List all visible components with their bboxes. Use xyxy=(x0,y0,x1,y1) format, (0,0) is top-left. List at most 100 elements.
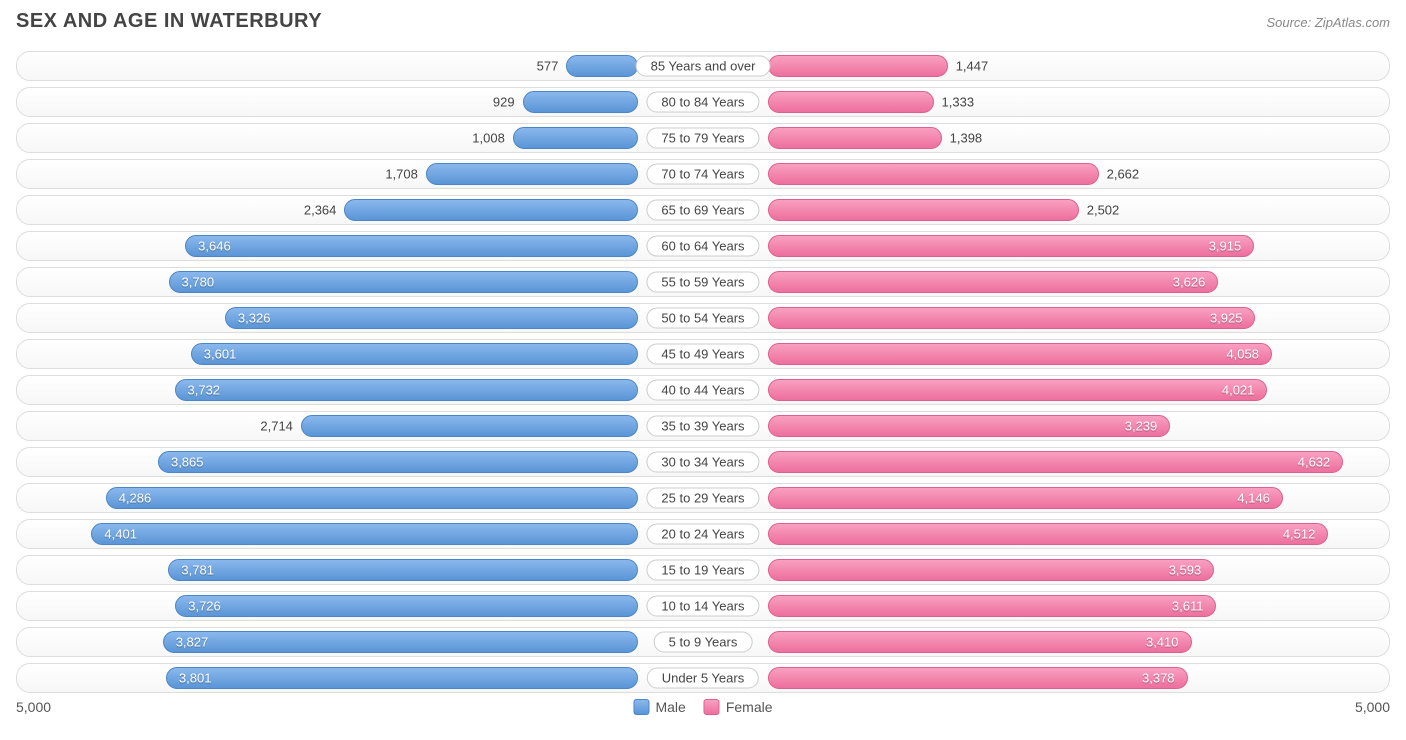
age-group-label: 25 to 29 Years xyxy=(646,488,759,509)
male-swatch-icon xyxy=(633,699,649,715)
pyramid-row: 4,286 4,146 25 to 29 Years xyxy=(16,483,1390,513)
male-value-label: 2,364 xyxy=(298,203,343,218)
male-value-label: 3,326 xyxy=(232,311,277,326)
legend-female-label: Female xyxy=(726,699,773,715)
pyramid-row: 3,726 3,611 10 to 14 Years xyxy=(16,591,1390,621)
male-bar xyxy=(513,127,638,149)
female-value-label: 3,593 xyxy=(1163,563,1208,578)
male-bar xyxy=(426,163,638,185)
age-group-label: 50 to 54 Years xyxy=(646,308,759,329)
male-bar: 3,865 xyxy=(158,451,638,473)
female-bar: 4,021 xyxy=(768,379,1267,401)
pyramid-row: 929 1,333 80 to 84 Years xyxy=(16,87,1390,117)
male-bar: 3,326 xyxy=(225,307,638,329)
female-swatch-icon xyxy=(704,699,720,715)
female-value-label: 4,058 xyxy=(1220,347,1265,362)
male-value-label: 2,714 xyxy=(254,419,299,434)
female-bar: 4,058 xyxy=(768,343,1272,365)
female-value-label: 3,925 xyxy=(1204,311,1249,326)
male-value-label: 4,286 xyxy=(113,491,158,506)
male-bar: 4,401 xyxy=(91,523,638,545)
age-group-label: 40 to 44 Years xyxy=(646,380,759,401)
pyramid-row: 3,8013,378Under 5 Years xyxy=(16,663,1390,693)
female-value-label: 4,632 xyxy=(1292,455,1337,470)
female-value-label: 3,626 xyxy=(1167,275,1212,290)
male-value-label: 1,008 xyxy=(466,131,511,146)
chart-footer: 5,000 Male Female 5,000 xyxy=(16,699,1390,715)
male-value-label: 3,827 xyxy=(170,635,215,650)
chart-source: Source: ZipAtlas.com xyxy=(1266,15,1390,30)
pyramid-row: 3,827 3,410 5 to 9 Years xyxy=(16,627,1390,657)
female-bar: 3,378 xyxy=(768,667,1188,689)
pyramid-row: 2,714 3,239 35 to 39 Years xyxy=(16,411,1390,441)
female-bar: 3,611 xyxy=(768,595,1216,617)
pyramid-row: 3,780 3,626 55 to 59 Years xyxy=(16,267,1390,297)
age-group-label: 75 to 79 Years xyxy=(646,128,759,149)
age-group-label: 45 to 49 Years xyxy=(646,344,759,365)
female-bar: 3,239 xyxy=(768,415,1170,437)
male-value-label: 3,801 xyxy=(173,671,218,686)
pyramid-row: 3,601 4,058 45 to 49 Years xyxy=(16,339,1390,369)
age-group-label: 70 to 74 Years xyxy=(646,164,759,185)
age-group-label: 15 to 19 Years xyxy=(646,560,759,581)
pyramid-row: 4,4014,51220 to 24 Years xyxy=(16,519,1390,549)
female-value-label: 1,398 xyxy=(944,131,989,146)
male-value-label: 3,726 xyxy=(182,599,227,614)
age-group-label: 35 to 39 Years xyxy=(646,416,759,437)
male-bar: 4,286 xyxy=(106,487,638,509)
pyramid-row: 3,781 3,593 15 to 19 Years xyxy=(16,555,1390,585)
legend-female: Female xyxy=(704,699,773,715)
female-bar: 3,410 xyxy=(768,631,1192,653)
female-bar: 4,512 xyxy=(768,523,1328,545)
male-bar xyxy=(301,415,638,437)
male-bar: 3,780 xyxy=(169,271,638,293)
male-bar: 3,726 xyxy=(175,595,638,617)
male-bar xyxy=(523,91,638,113)
female-value-label: 1,333 xyxy=(936,95,981,110)
female-value-label: 4,146 xyxy=(1231,491,1276,506)
male-bar: 3,781 xyxy=(168,559,638,581)
female-bar: 3,925 xyxy=(768,307,1255,329)
legend-male-label: Male xyxy=(655,699,685,715)
female-bar: 3,593 xyxy=(768,559,1214,581)
male-bar: 3,646 xyxy=(185,235,638,257)
pyramid-row: 1,008 1,398 75 to 79 Years xyxy=(16,123,1390,153)
age-group-label: 55 to 59 Years xyxy=(646,272,759,293)
female-bar: 4,146 xyxy=(768,487,1283,509)
male-value-label: 1,708 xyxy=(379,167,424,182)
chart-header: SEX AND AGE IN WATERBURY Source: ZipAtla… xyxy=(16,10,1390,33)
chart-legend: Male Female xyxy=(633,699,772,715)
age-group-label: 80 to 84 Years xyxy=(646,92,759,113)
female-value-label: 2,662 xyxy=(1101,167,1146,182)
age-group-label: 5 to 9 Years xyxy=(654,632,753,653)
male-value-label: 3,865 xyxy=(165,455,210,470)
legend-male: Male xyxy=(633,699,685,715)
male-value-label: 929 xyxy=(487,95,521,110)
female-bar xyxy=(768,163,1099,185)
female-value-label: 4,021 xyxy=(1216,383,1261,398)
age-group-label: 30 to 34 Years xyxy=(646,452,759,473)
age-group-label: 10 to 14 Years xyxy=(646,596,759,617)
male-bar xyxy=(566,55,638,77)
pyramid-row: 5771,44785 Years and over xyxy=(16,51,1390,81)
female-value-label: 3,410 xyxy=(1140,635,1185,650)
male-value-label: 4,401 xyxy=(98,527,143,542)
female-value-label: 3,378 xyxy=(1136,671,1181,686)
x-axis-right-max: 5,000 xyxy=(1355,699,1390,715)
male-value-label: 3,732 xyxy=(182,383,227,398)
population-pyramid-chart: 5771,44785 Years and over 929 1,333 80 to 8… xyxy=(16,51,1390,693)
male-bar xyxy=(344,199,638,221)
male-bar: 3,827 xyxy=(163,631,638,653)
male-value-label: 3,780 xyxy=(176,275,221,290)
age-group-label: 60 to 64 Years xyxy=(646,236,759,257)
female-value-label: 3,915 xyxy=(1203,239,1248,254)
male-value-label: 3,646 xyxy=(192,239,237,254)
male-bar: 3,601 xyxy=(191,343,638,365)
female-bar xyxy=(768,127,942,149)
male-bar: 3,732 xyxy=(175,379,639,401)
pyramid-row: 2,3642,50265 to 69 Years xyxy=(16,195,1390,225)
pyramid-row: 3,646 3,915 60 to 64 Years xyxy=(16,231,1390,261)
male-bar: 3,801 xyxy=(166,667,638,689)
female-bar: 3,915 xyxy=(768,235,1254,257)
pyramid-row: 3,732 4,021 40 to 44 Years xyxy=(16,375,1390,405)
